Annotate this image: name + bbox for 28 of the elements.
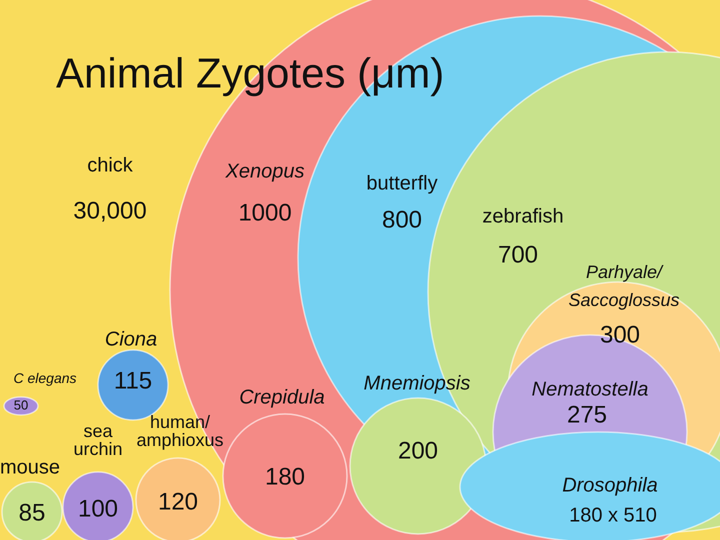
data-label: 1000 <box>238 200 292 227</box>
data-label: 275 <box>566 402 608 429</box>
category-label: Drosophila <box>562 474 658 497</box>
category-label: Ciona <box>104 328 158 351</box>
category-label: Mnemiopsis <box>364 372 470 395</box>
data-label: 300 <box>600 322 640 349</box>
data-label: 180 <box>264 464 306 491</box>
category-label: butterfly <box>366 172 438 195</box>
data-label: 30,000 <box>73 198 147 225</box>
category-label: sea urchin <box>73 420 123 459</box>
category-label: Crepidula <box>239 386 325 409</box>
category-label: Parhyale/Saccoglossus <box>568 262 680 310</box>
category-label: chick <box>87 154 134 177</box>
category-label: Nematostella <box>532 378 648 401</box>
data-label: 50 <box>14 398 28 413</box>
data-label: 115 <box>114 368 152 395</box>
data-label: 180 x 510 <box>569 504 657 527</box>
data-label: 120 <box>158 488 198 516</box>
category-label: C elegans <box>13 370 77 386</box>
category-label: zebrafish <box>482 206 564 228</box>
category-label: human/amphioxus <box>136 412 224 450</box>
data-label: 200 <box>398 438 438 465</box>
category-label: Xenopus <box>224 160 304 183</box>
data-label: 85 <box>18 500 46 527</box>
category-label: mouse <box>0 456 60 479</box>
data-label: 700 <box>498 242 538 269</box>
data-label: 100 <box>78 496 118 523</box>
data-label: 800 <box>382 206 422 234</box>
